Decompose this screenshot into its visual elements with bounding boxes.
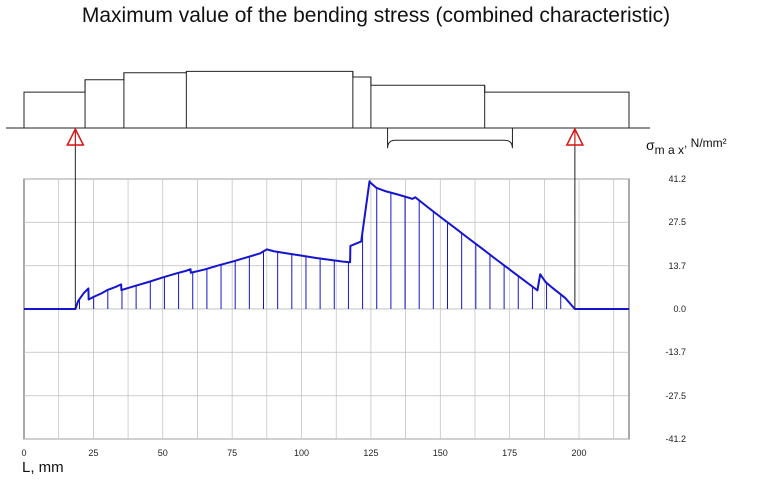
- stress-series: [24, 180, 629, 310]
- y-tick-label: 27.5: [668, 217, 686, 227]
- stress-curve: [24, 180, 629, 310]
- y-tick-label: 41.2: [668, 174, 686, 184]
- x-tick-label: 0: [21, 448, 26, 458]
- x-tick-label: 25: [88, 448, 98, 458]
- x-tick-label: 50: [158, 448, 168, 458]
- x-tick-label: 75: [227, 448, 237, 458]
- shaft-profile: [6, 70, 650, 149]
- stress-hatching: [79, 187, 562, 309]
- x-tick-label: 100: [294, 448, 309, 458]
- x-tick-label: 175: [502, 448, 517, 458]
- x-tick-label: 125: [363, 448, 378, 458]
- keyway-outline: [387, 128, 513, 149]
- y-axis-label: σm a x, N/mm²: [646, 136, 727, 157]
- y-axis-unit: , N/mm²: [684, 136, 727, 150]
- chart-grid: [23, 178, 630, 440]
- y-tick-label: -13.7: [665, 347, 686, 357]
- y-tick-labels: 41.2 27.5 13.7 0.0 -13.7 -27.5 -41.2: [665, 174, 686, 444]
- y-axis-symbol: σ: [646, 137, 655, 153]
- x-axis-label: L, mm: [22, 459, 64, 476]
- supports: [66, 127, 585, 309]
- y-tick-label: 13.7: [668, 261, 686, 271]
- x-tick-label: 150: [433, 448, 448, 458]
- y-tick-label: -27.5: [665, 391, 686, 401]
- y-tick-label: 0.0: [673, 304, 686, 314]
- x-tick-labels: 0 25 50 75 100 125 150 175 200: [21, 448, 586, 458]
- chart-title: Maximum value of the bending stress (com…: [82, 4, 670, 27]
- shaft-outline: [23, 70, 630, 128]
- y-tick-label: -41.2: [665, 434, 686, 444]
- x-tick-label: 200: [572, 448, 587, 458]
- y-axis-subscript: m a x: [655, 143, 684, 157]
